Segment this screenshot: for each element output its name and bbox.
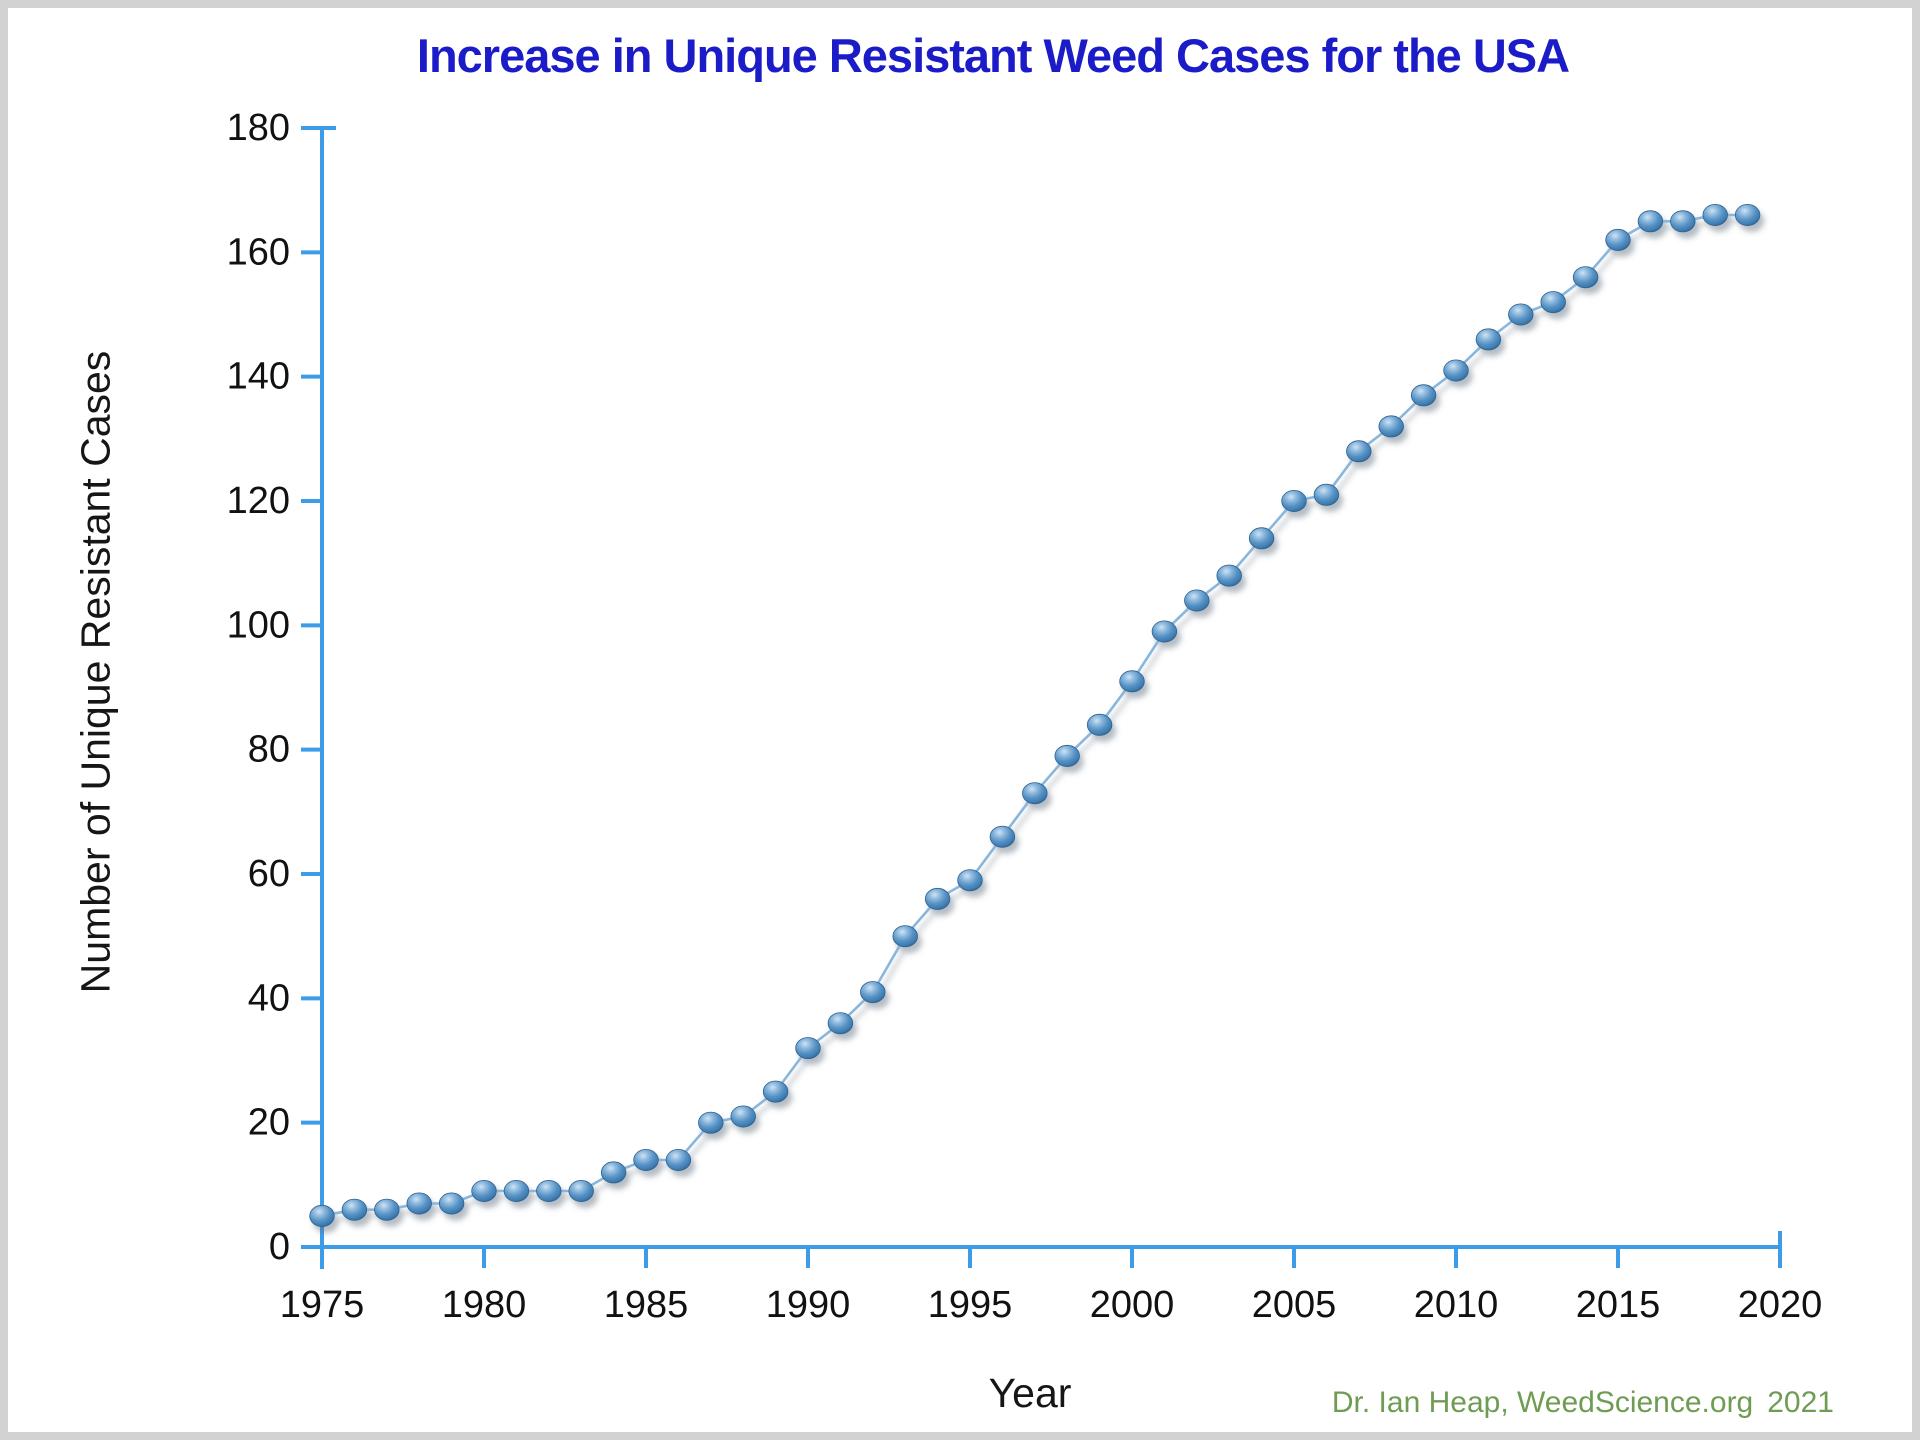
data-point-1990 — [795, 1037, 821, 1060]
data-point-2010 — [1443, 359, 1469, 382]
axis-tick-labels: 0 20 40 60 80 100 120 140 160 180 1975 1980 1985 1990… — [227, 107, 1823, 1326]
data-point-2015 — [1605, 228, 1631, 251]
y-tick-label-60: 60 — [248, 853, 290, 895]
data-point-2019 — [1734, 203, 1761, 226]
y-tick-label-40: 40 — [248, 977, 290, 1019]
data-point-1992 — [860, 981, 886, 1004]
data-point-2003 — [1216, 564, 1242, 587]
data-point-1980 — [471, 1180, 497, 1203]
data-point-1996 — [989, 825, 1016, 848]
y-tick-label-80: 80 — [248, 729, 290, 771]
data-point-1978 — [406, 1192, 432, 1215]
x-tick-label-2015: 2015 — [1576, 1284, 1661, 1326]
data-point-2006 — [1313, 483, 1340, 506]
data-point-1997 — [1022, 782, 1048, 805]
data-point-1995 — [957, 869, 983, 892]
y-tick-label-140: 140 — [227, 356, 290, 398]
x-tick-label-1990: 1990 — [766, 1284, 851, 1326]
data-point-2004 — [1248, 527, 1275, 550]
attribution-year: 2021 — [1767, 1386, 1834, 1419]
data-point-1991 — [827, 1012, 854, 1035]
data-point-2014 — [1572, 266, 1599, 289]
y-tick-label-100: 100 — [227, 604, 290, 646]
data-point-2000 — [1119, 670, 1145, 693]
data-series — [309, 203, 1761, 1227]
data-point-2017 — [1670, 210, 1696, 233]
x-tick-label-2020: 2020 — [1738, 1284, 1823, 1326]
data-point-1977 — [374, 1198, 400, 1221]
data-point-2002 — [1184, 589, 1210, 612]
data-point-1986 — [665, 1149, 692, 1172]
data-point-1987 — [698, 1111, 724, 1134]
x-tick-label-1980: 1980 — [442, 1284, 527, 1326]
data-point-2009 — [1410, 384, 1437, 407]
series-line — [321, 213, 1748, 1218]
x-tick-label-2010: 2010 — [1414, 1284, 1499, 1326]
data-point-2018 — [1702, 203, 1728, 226]
data-point-1993 — [892, 925, 918, 948]
data-point-1979 — [438, 1192, 465, 1215]
data-point-1985 — [633, 1149, 659, 1172]
chart-title: Increase in Unique Resistant Weed Cases … — [416, 29, 1570, 82]
y-axis-title: Number of Unique Resistant Cases — [72, 350, 119, 994]
attribution-source: Dr. Ian Heap, WeedScience.org — [1331, 1386, 1754, 1419]
data-point-1981 — [503, 1180, 530, 1203]
data-point-1983 — [568, 1180, 594, 1203]
x-tick-label-1975: 1975 — [280, 1284, 365, 1326]
data-point-1988 — [730, 1105, 756, 1128]
y-tick-label-20: 20 — [248, 1102, 290, 1144]
data-point-2007 — [1346, 440, 1372, 463]
chart-canvas: 0 20 40 60 80 100 120 140 160 180 1975 1980 1985 1990… — [227, 107, 1823, 1326]
y-tick-label-180: 180 — [227, 107, 290, 149]
data-point-2011 — [1475, 328, 1502, 351]
data-point-2005 — [1281, 489, 1307, 512]
data-point-1975 — [309, 1204, 335, 1227]
data-point-1976 — [341, 1198, 368, 1221]
data-point-2012 — [1508, 303, 1534, 326]
data-point-2008 — [1378, 415, 1404, 438]
y-tick-label-160: 160 — [227, 231, 290, 273]
x-tick-label-2005: 2005 — [1252, 1284, 1337, 1326]
data-point-1982 — [536, 1180, 562, 1203]
y-tick-label-120: 120 — [227, 480, 290, 522]
x-tick-label-1995: 1995 — [928, 1284, 1013, 1326]
data-point-1994 — [924, 887, 951, 910]
data-point-1998 — [1054, 744, 1080, 767]
x-tick-label-2000: 2000 — [1090, 1284, 1175, 1326]
x-axis-title: Year — [988, 1370, 1072, 1416]
data-point-2016 — [1637, 210, 1664, 233]
data-point-2013 — [1540, 291, 1566, 314]
axes — [301, 126, 1782, 1269]
attribution: Dr. Ian Heap, WeedScience.org 2021 — [1332, 1386, 1834, 1420]
data-point-1989 — [762, 1080, 789, 1103]
x-tick-label-1985: 1985 — [604, 1284, 689, 1326]
data-point-2001 — [1151, 620, 1178, 643]
data-point-1984 — [600, 1161, 627, 1184]
y-tick-label-0: 0 — [269, 1226, 290, 1268]
data-point-1999 — [1086, 713, 1113, 736]
